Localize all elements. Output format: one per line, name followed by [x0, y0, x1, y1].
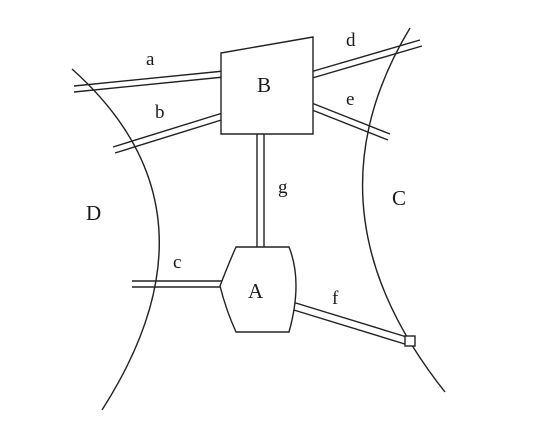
region-c-label: C — [392, 186, 406, 210]
node-b-box — [220, 36, 314, 135]
left-boundary-curve — [71, 68, 160, 411]
edge-c-label: c — [173, 252, 181, 273]
region-d-label: D — [86, 201, 101, 225]
edge-g — [256, 118, 265, 267]
node-a-shape — [219, 246, 297, 333]
edge-f-label: f — [332, 288, 339, 309]
right-boundary-curve — [361, 27, 446, 393]
edge-a — [73, 69, 235, 93]
node-b-label: B — [257, 73, 271, 97]
edge-b — [112, 110, 232, 154]
edge-f-terminal-c — [404, 335, 416, 347]
edge-g-label: g — [278, 177, 288, 198]
edge-b-label: b — [155, 102, 165, 123]
edge-d-label: d — [346, 30, 356, 51]
edge-a-label: a — [146, 49, 155, 70]
node-a-label: A — [248, 279, 264, 303]
edge-e-label: e — [346, 89, 354, 110]
edge-f — [276, 298, 416, 347]
edge-d — [299, 39, 423, 82]
